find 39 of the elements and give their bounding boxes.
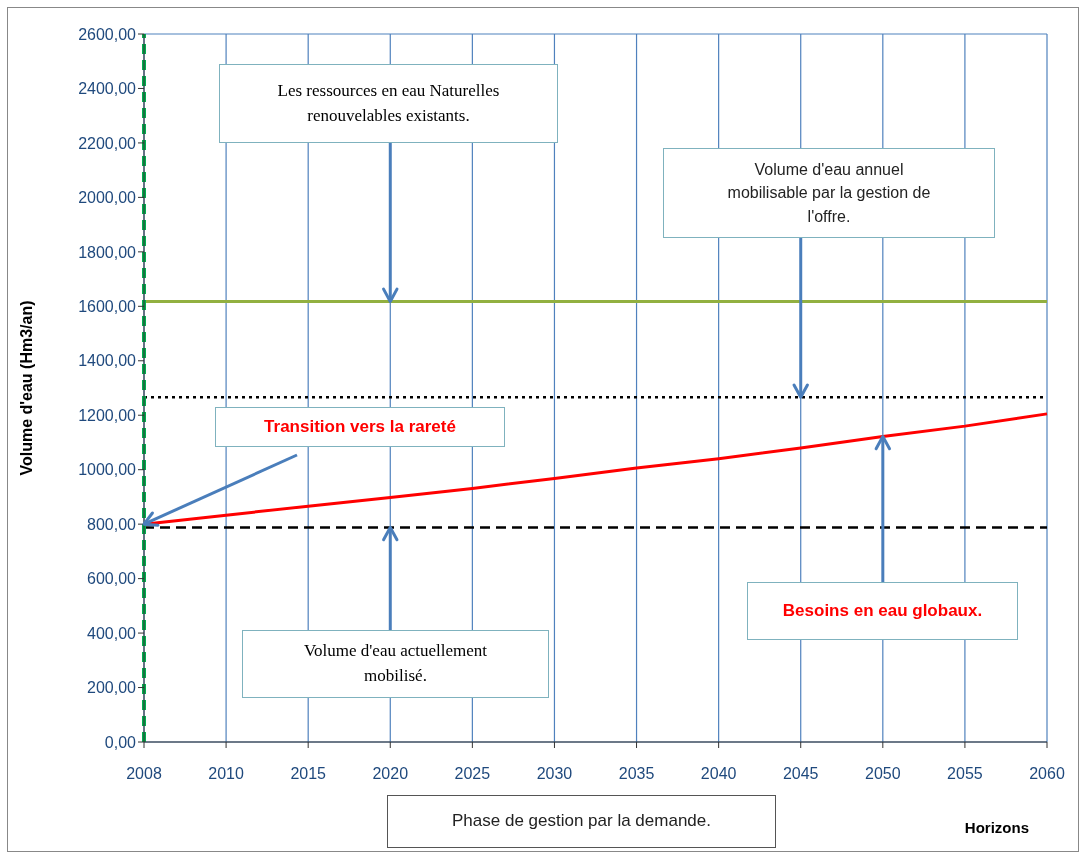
x-tick-label: 2050 [865, 765, 901, 783]
text-box: Volume d'eau actuellement mobilisé. [242, 630, 549, 698]
x-tick-label: 2025 [454, 765, 491, 783]
x-tick-label: 2040 [700, 765, 737, 783]
y-tick-label: 400,00 [87, 624, 137, 642]
x-tick-label: 2045 [782, 765, 819, 783]
text-box: Phase de gestion par la demande. [387, 795, 776, 848]
y-tick-label: 1000,00 [78, 461, 137, 479]
text-box: Volume d'eau annuel mobilisable par la gestion de l'offre. [663, 148, 995, 238]
y-tick-label: 2200,00 [78, 134, 137, 152]
annotation: Volume d'eau actuellement mobilisé. [302, 640, 489, 687]
x-tick-label: 2015 [290, 765, 327, 783]
annotation: Les ressources en eau Naturelles renouvelables existants. [276, 79, 501, 127]
y-tick-label: 0,00 [104, 733, 137, 751]
y-tick-label: 800,00 [87, 515, 137, 533]
y-tick-label: 1600,00 [78, 297, 137, 315]
y-tick-label: 2600,00 [78, 25, 137, 43]
annotation: Besoins en eau globaux. [782, 599, 983, 622]
x-axis-title: Horizons [964, 819, 1029, 836]
text-box: Transition vers la rareté [215, 407, 505, 447]
x-tick-label: 2055 [947, 765, 983, 783]
text-box: Les ressources en eau Naturelles renouvelables existants. [219, 64, 558, 143]
y-tick-label: 200,00 [87, 679, 137, 697]
y-tick-label: 600,00 [87, 570, 137, 588]
x-tick-label: 2008 [126, 765, 162, 783]
x-tick-label: 2035 [618, 765, 655, 783]
y-tick-label: 1400,00 [78, 352, 137, 370]
x-tick-label: 2020 [372, 765, 409, 783]
y-tick-label: 1200,00 [78, 406, 137, 424]
y-axis-title: Volume d'eau (Hm3/an) [17, 300, 35, 476]
annotation: Transition vers la rareté [264, 415, 456, 438]
text-box: Besoins en eau globaux. [747, 582, 1018, 640]
y-tick-label: 1800,00 [78, 243, 137, 261]
x-tick-label: 2030 [536, 765, 573, 783]
y-tick-label: 2400,00 [78, 80, 137, 98]
x-tick-label: 2060 [1029, 765, 1065, 783]
annotation: Volume d'eau annuel mobilisable par la gestion de l'offre. [726, 160, 932, 227]
y-tick-label: 2000,00 [78, 189, 137, 207]
x-tick-label: 2010 [208, 765, 244, 783]
